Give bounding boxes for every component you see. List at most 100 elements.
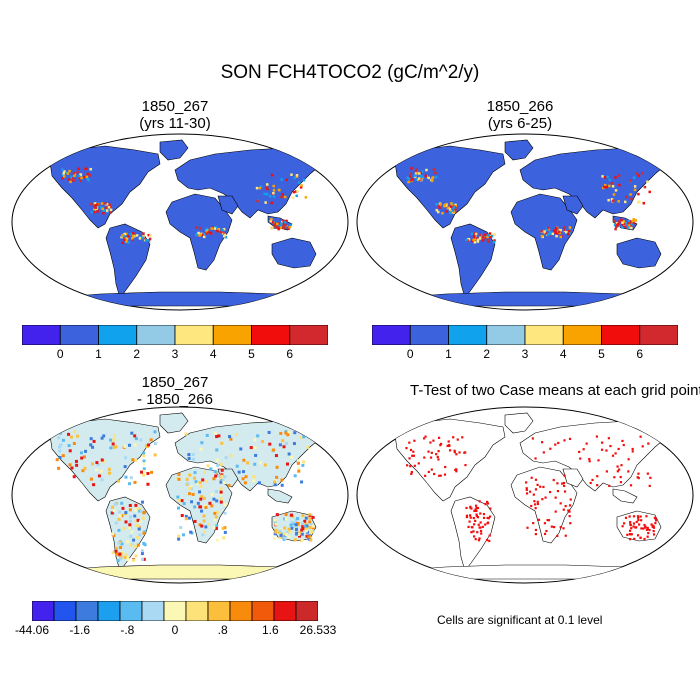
grid-cell xyxy=(417,177,421,180)
grid-cell xyxy=(271,220,274,224)
grid-cell xyxy=(223,526,227,530)
grid-cell xyxy=(136,536,140,540)
significant-cell xyxy=(616,465,619,468)
grid-cell xyxy=(210,493,214,497)
grid-cell xyxy=(435,208,439,212)
grid-cell xyxy=(258,461,262,465)
colorbar-bottom-left xyxy=(32,601,318,621)
grid-cell xyxy=(129,534,133,538)
grid-cell xyxy=(553,229,556,232)
continent-arabia xyxy=(562,195,584,215)
significant-cell xyxy=(548,490,552,494)
grid-cell xyxy=(277,188,281,192)
significant-cell xyxy=(640,527,643,530)
significant-cell xyxy=(438,474,441,477)
grid-cell xyxy=(202,496,206,500)
panel-title-top-right: 1850_266 (yrs 6-25) xyxy=(410,98,630,132)
grid-cell xyxy=(487,234,490,237)
grid-cell xyxy=(448,211,452,215)
grid-cell xyxy=(294,520,298,524)
colorbar-swatch xyxy=(639,325,678,345)
grid-cell xyxy=(616,223,620,226)
significant-cell xyxy=(630,527,633,530)
grid-cell xyxy=(177,506,181,510)
grid-cell xyxy=(207,522,211,526)
grid-cell xyxy=(133,443,137,447)
grid-cell xyxy=(618,183,621,187)
grid-cell xyxy=(272,195,276,198)
grid-cell xyxy=(176,495,180,499)
grid-cell xyxy=(301,514,305,518)
grid-cell xyxy=(486,239,490,242)
grid-cell xyxy=(633,188,637,192)
grid-cell xyxy=(133,434,137,438)
grid-cell xyxy=(300,532,304,536)
colorbar-swatch xyxy=(185,601,209,621)
grid-cell xyxy=(142,232,145,235)
grid-cell xyxy=(202,530,206,534)
significant-cell xyxy=(639,515,642,518)
colorbar-tick-label: 1.6 xyxy=(261,623,279,637)
significant-cell xyxy=(408,441,411,444)
grid-cell xyxy=(409,179,413,182)
significant-cell xyxy=(568,504,572,507)
grid-cell xyxy=(287,430,291,434)
grid-cell xyxy=(284,224,287,227)
significant-cell xyxy=(632,515,636,518)
grid-cell xyxy=(243,481,247,485)
grid-cell xyxy=(182,502,186,506)
grid-cell xyxy=(414,169,418,173)
grid-cell xyxy=(301,526,305,530)
grid-cell xyxy=(142,462,146,466)
grid-cell xyxy=(127,241,130,244)
grid-cell xyxy=(303,519,307,523)
significant-cell xyxy=(430,468,433,471)
grid-cell xyxy=(58,449,62,453)
grid-cell xyxy=(293,176,296,180)
grid-cell xyxy=(126,558,130,562)
grid-cell xyxy=(265,192,269,196)
significant-cell xyxy=(464,463,467,467)
grid-cell xyxy=(111,442,115,446)
grid-cell xyxy=(606,175,609,179)
grid-cell xyxy=(607,198,610,202)
grid-cell xyxy=(128,523,132,527)
panel-title-line1: 1850_267 xyxy=(141,98,209,115)
grid-cell xyxy=(257,481,261,485)
grid-cell xyxy=(124,232,128,236)
grid-cell xyxy=(631,223,634,226)
colorbar-tick-label: 3 xyxy=(521,347,529,361)
grid-cell xyxy=(216,464,220,468)
grid-cell xyxy=(140,470,144,474)
significant-cell xyxy=(534,457,537,460)
grid-cell xyxy=(268,194,272,198)
grid-cell xyxy=(107,206,111,209)
significant-cell xyxy=(637,519,640,522)
significant-cell xyxy=(534,488,538,491)
grid-cell xyxy=(134,437,138,441)
colorbar-swatch xyxy=(98,325,138,345)
grid-cell xyxy=(549,231,552,234)
grid-cell xyxy=(268,442,272,446)
significant-cell xyxy=(554,443,557,446)
grid-cell xyxy=(630,197,633,201)
grid-cell xyxy=(132,558,136,562)
grid-cell xyxy=(219,480,223,484)
grid-cell xyxy=(72,179,75,182)
grid-cell xyxy=(294,518,298,522)
grid-cell xyxy=(626,221,630,225)
grid-cell xyxy=(304,529,308,533)
grid-cell xyxy=(188,516,192,520)
significant-cell xyxy=(647,532,650,535)
grid-cell xyxy=(295,194,298,198)
colorbar-tick-label: 0 xyxy=(171,623,179,637)
grid-cell xyxy=(84,449,88,453)
grid-cell xyxy=(138,507,142,511)
colorbar-swatch xyxy=(372,325,411,345)
grid-cell xyxy=(622,224,626,228)
grid-cell xyxy=(437,204,441,208)
grid-cell xyxy=(275,513,279,517)
grid-cell xyxy=(292,522,296,526)
grid-cell xyxy=(296,516,300,520)
significant-cell xyxy=(635,520,638,524)
